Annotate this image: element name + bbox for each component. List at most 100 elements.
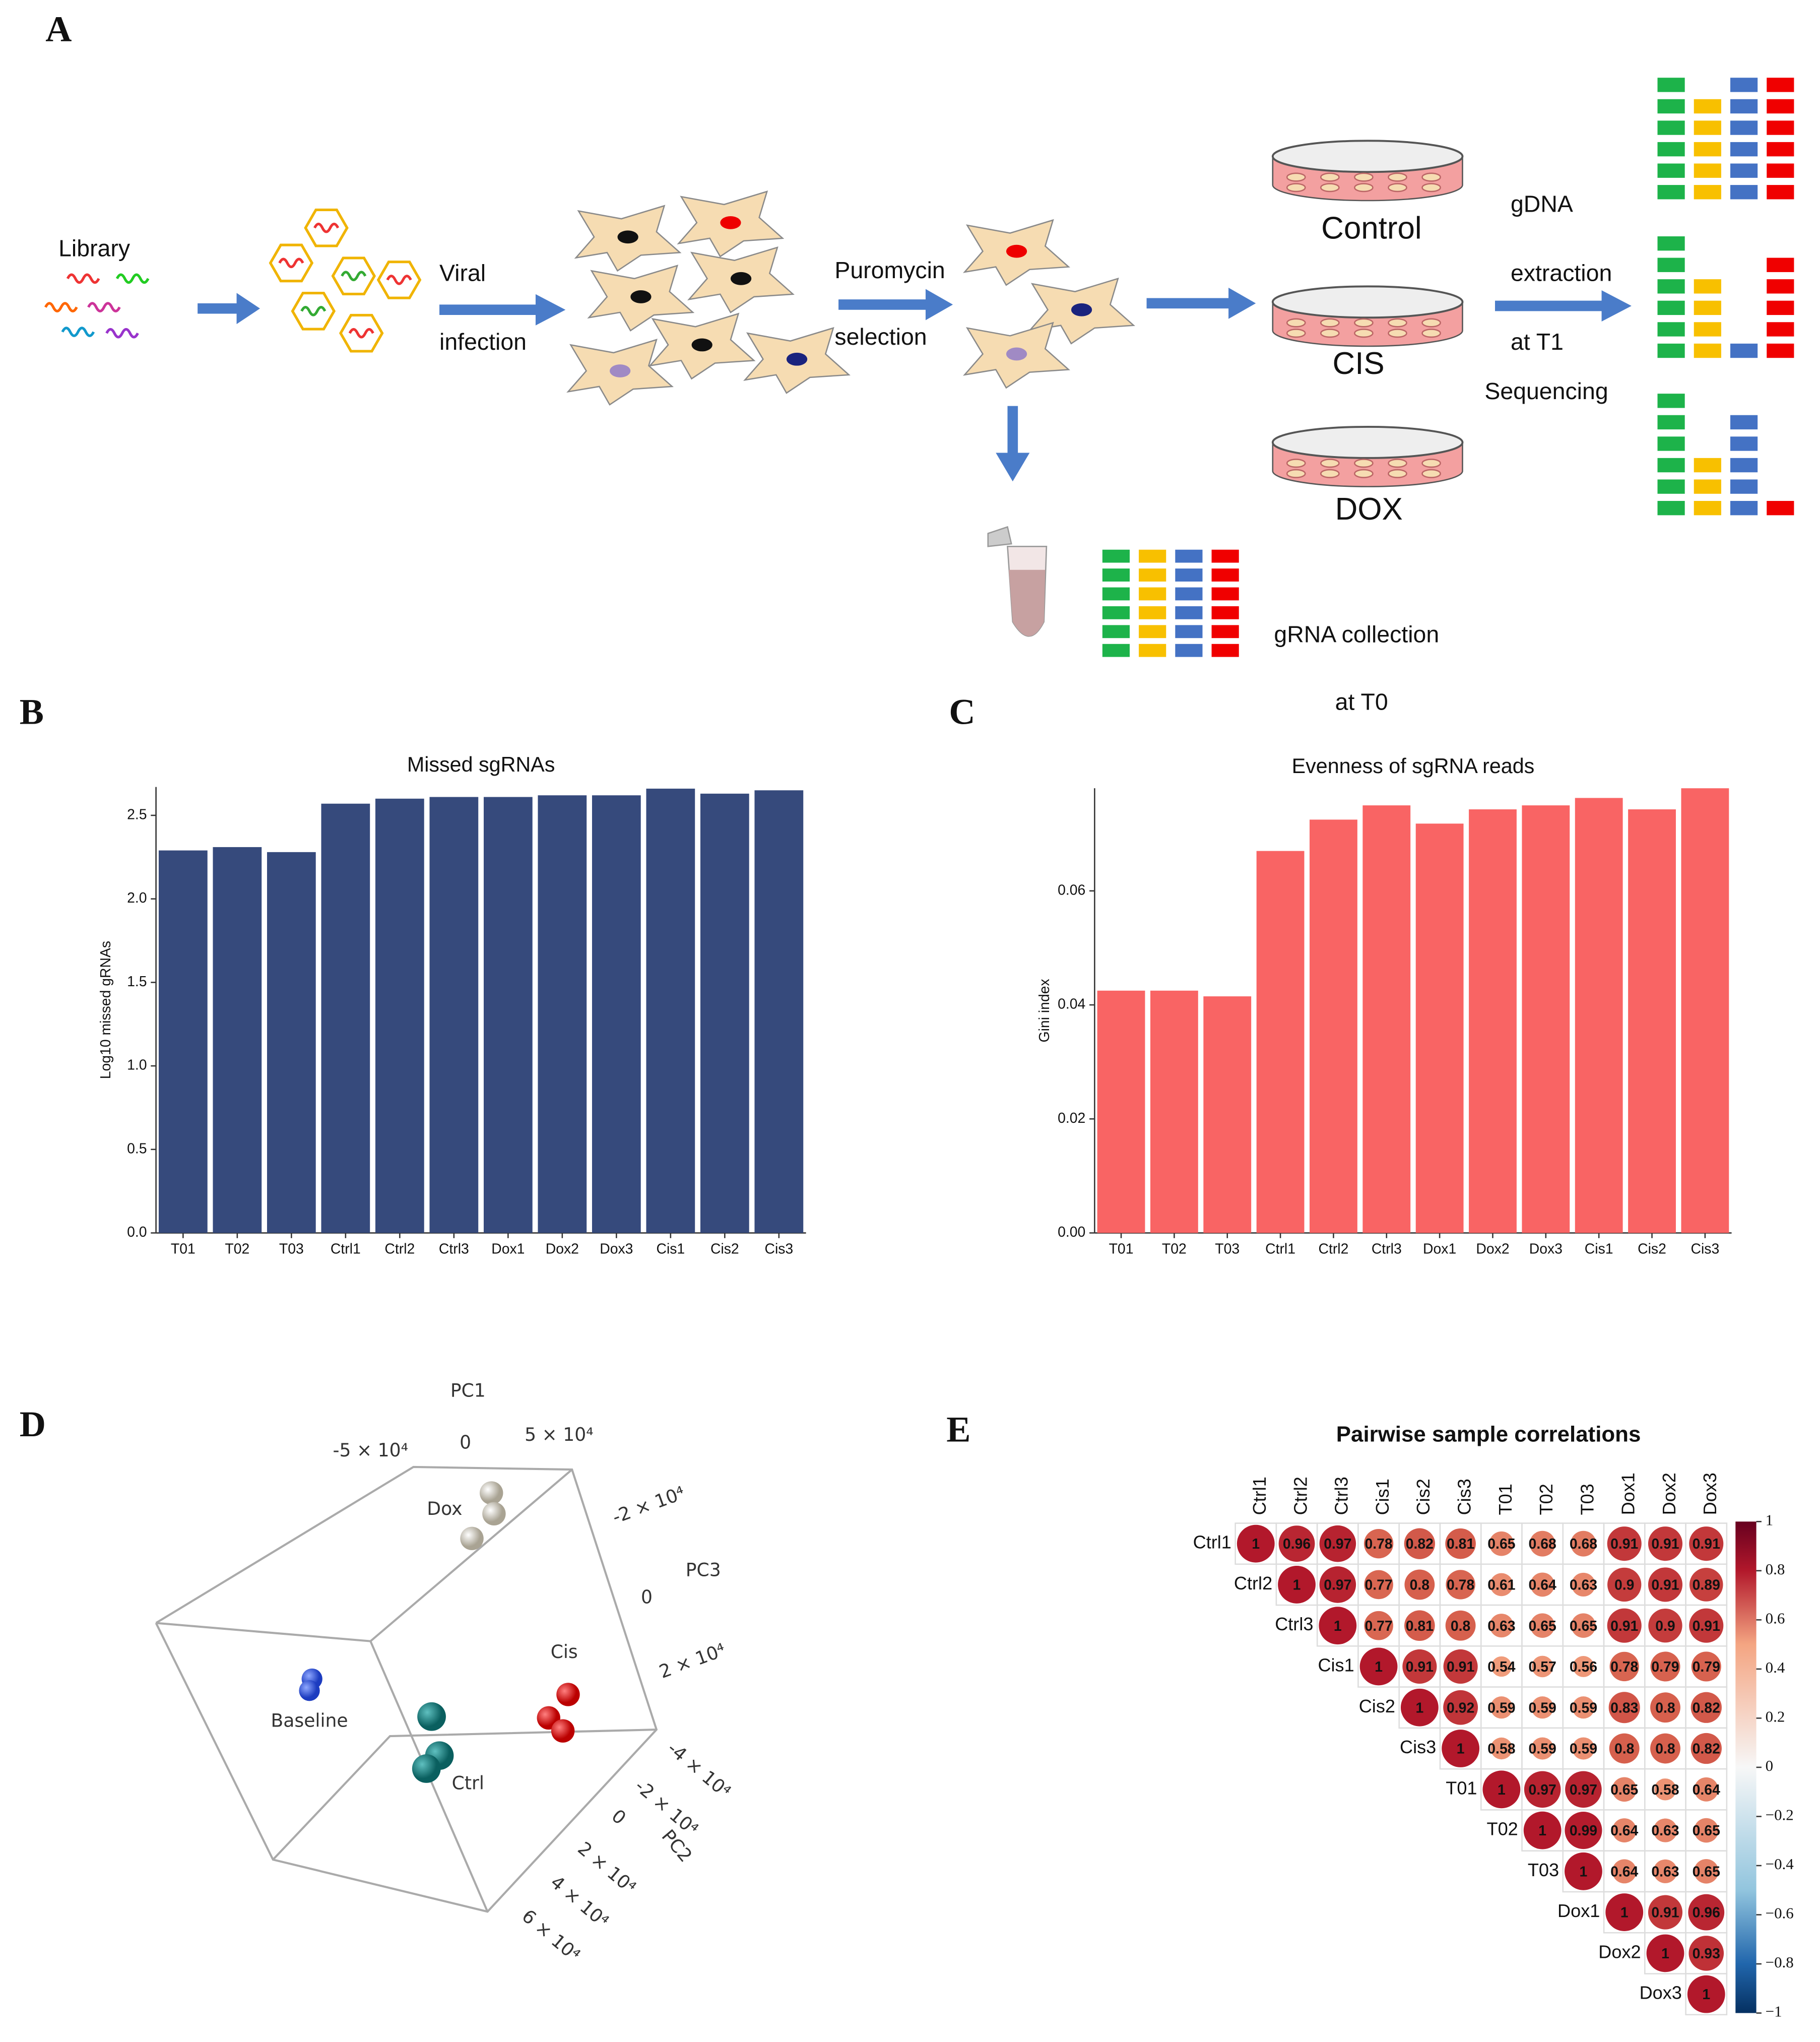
corr-label: 0.64 xyxy=(1610,1823,1638,1839)
dish-cell xyxy=(1388,172,1407,182)
block xyxy=(1730,501,1758,516)
pc2-ticks: -4 × 10⁴ -2 × 10⁴ 0 2 × 10⁴ 4 × 10⁴ 6 × … xyxy=(518,1737,735,1966)
corr-circle xyxy=(1530,1572,1555,1597)
row-label: Cis3 xyxy=(1400,1737,1436,1757)
block xyxy=(1730,78,1758,92)
x-tick-label: T02 xyxy=(225,1241,249,1257)
corr-label: 0.56 xyxy=(1570,1659,1597,1675)
corr-label: 0.59 xyxy=(1570,1700,1597,1716)
row-label: T03 xyxy=(1528,1860,1559,1880)
dish-cell xyxy=(1354,183,1374,193)
tick-label: 5 × 10⁴ xyxy=(525,1424,594,1445)
label: Library xyxy=(58,235,131,261)
point xyxy=(480,1481,503,1505)
block xyxy=(1767,258,1794,272)
block xyxy=(1694,279,1721,294)
panel-label: B xyxy=(20,691,44,732)
label: gDNA xyxy=(1511,191,1573,217)
corr-label: 0.59 xyxy=(1570,1741,1597,1757)
corr-label: 1 xyxy=(1415,1700,1423,1716)
corr-label: 0.64 xyxy=(1693,1782,1720,1798)
corr-circle xyxy=(1490,1737,1513,1760)
corr-label: 0.91 xyxy=(1651,1536,1679,1552)
bar xyxy=(1575,798,1623,1233)
point xyxy=(460,1526,484,1551)
corr-circle xyxy=(1565,1771,1602,1808)
corr-circle xyxy=(1605,1893,1644,1931)
corr-label: 0.65 xyxy=(1610,1782,1638,1798)
corr-label: 0.78 xyxy=(1447,1577,1474,1593)
column-label: Ctrl2 xyxy=(1290,1477,1311,1515)
virus xyxy=(339,313,384,353)
bar xyxy=(1203,996,1252,1233)
block xyxy=(1102,587,1130,601)
y-tick-label: 1.0 xyxy=(127,1057,147,1073)
corr-label: 0.64 xyxy=(1529,1577,1556,1593)
block xyxy=(1694,501,1721,516)
panel-label: E xyxy=(946,1409,970,1449)
corr-label: 0.91 xyxy=(1693,1536,1720,1552)
dish-cell xyxy=(1421,172,1441,182)
dish-cell xyxy=(1320,459,1340,468)
cube-edge xyxy=(156,1469,573,1642)
cube-edge xyxy=(272,1729,657,1861)
colorbar-label: −0.4 xyxy=(1766,1855,1794,1873)
corr-label: 0.97 xyxy=(1324,1536,1351,1552)
corr-circle xyxy=(1650,1733,1680,1764)
corr-label: 1 xyxy=(1580,1864,1588,1880)
block xyxy=(1767,300,1794,315)
block xyxy=(1102,568,1130,582)
column-label: Dox3 xyxy=(1700,1473,1720,1515)
corr-label: 0.77 xyxy=(1364,1618,1392,1634)
block xyxy=(1767,142,1794,157)
dish-cell xyxy=(1388,183,1407,193)
corr-label: 0.65 xyxy=(1693,1823,1720,1839)
corr-label: 0.79 xyxy=(1693,1659,1720,1675)
block xyxy=(1730,185,1758,200)
corr-label: 0.82 xyxy=(1693,1741,1720,1757)
column-label: Cis2 xyxy=(1413,1479,1434,1515)
bar xyxy=(1256,851,1305,1233)
corr-circle xyxy=(1489,1614,1514,1638)
x-tick-label: Cis1 xyxy=(656,1241,685,1257)
corr-circle xyxy=(1237,1524,1275,1563)
column-label: T02 xyxy=(1536,1484,1556,1515)
block xyxy=(1175,606,1203,619)
panel-label: C xyxy=(949,691,975,732)
corr-circle xyxy=(1404,1610,1435,1641)
workflow: Library Viral infection Puromycin select… xyxy=(44,78,1794,715)
block xyxy=(1175,644,1203,657)
point xyxy=(417,1702,446,1731)
corr-circle xyxy=(1531,1655,1553,1678)
corr-label: 1 xyxy=(1457,1741,1465,1757)
corr-label: 0.9 xyxy=(1614,1577,1634,1593)
block xyxy=(1211,625,1239,639)
corr-circle xyxy=(1648,1609,1682,1643)
block xyxy=(1730,458,1758,473)
colorbar-label: −0.2 xyxy=(1766,1806,1794,1824)
bar xyxy=(1469,809,1517,1233)
block xyxy=(1657,479,1685,494)
x-tick-label: Ctrl1 xyxy=(331,1241,361,1257)
bar xyxy=(1310,819,1357,1233)
dna xyxy=(386,275,412,285)
corr-circle xyxy=(1694,1818,1719,1843)
dish-cell xyxy=(1354,318,1374,328)
chart-title: Pairwise sample correlations xyxy=(1336,1422,1641,1447)
block xyxy=(1211,644,1239,657)
tick-label: 2 × 10⁴ xyxy=(573,1837,640,1898)
corr-label: 0.8 xyxy=(1614,1741,1634,1757)
block xyxy=(1139,625,1166,639)
corr-label: 1 xyxy=(1538,1823,1546,1839)
column-label: Cis1 xyxy=(1372,1479,1393,1515)
column-label: Dox1 xyxy=(1618,1473,1639,1515)
arrow xyxy=(198,293,260,325)
column-label: T03 xyxy=(1577,1484,1597,1515)
corr-label: 0.8 xyxy=(1451,1618,1470,1634)
dna xyxy=(115,273,150,284)
corr-circle xyxy=(1572,1696,1595,1719)
tick-label: 0 xyxy=(460,1432,471,1453)
corr-label: 0.91 xyxy=(1651,1905,1679,1921)
bar xyxy=(483,797,533,1233)
x-tick-label: T01 xyxy=(171,1241,196,1257)
